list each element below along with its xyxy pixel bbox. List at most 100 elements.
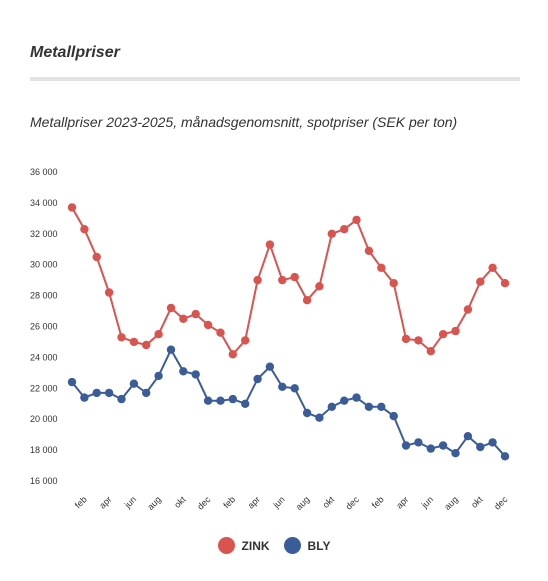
data-point-bly[interactable] — [104, 388, 114, 398]
data-point-zink[interactable] — [451, 326, 460, 336]
data-point-bly[interactable] — [500, 452, 510, 461]
data-point-zink[interactable] — [179, 314, 188, 323]
data-point-bly[interactable] — [154, 371, 163, 381]
data-point-bly[interactable] — [278, 382, 287, 391]
data-point-zink[interactable] — [203, 320, 213, 330]
x-tick-label: okt — [172, 494, 188, 510]
data-point-bly[interactable] — [476, 442, 485, 452]
legend-swatch-zink — [217, 537, 235, 554]
data-point-bly[interactable] — [340, 396, 349, 405]
data-point-bly[interactable] — [191, 370, 200, 379]
data-point-bly[interactable] — [438, 441, 448, 450]
data-point-bly[interactable] — [179, 367, 188, 376]
x-tick-label: okt — [469, 494, 485, 510]
data-point-zink[interactable] — [438, 330, 448, 339]
data-point-bly[interactable] — [92, 388, 101, 398]
data-point-bly[interactable] — [216, 396, 225, 405]
data-point-zink[interactable] — [290, 272, 299, 282]
data-point-zink[interactable] — [265, 240, 275, 249]
y-tick-label: 36 000 — [30, 167, 58, 177]
data-point-bly[interactable] — [302, 408, 312, 418]
data-point-bly[interactable] — [67, 377, 77, 387]
data-point-zink[interactable] — [253, 275, 262, 285]
data-point-zink[interactable] — [352, 215, 361, 225]
data-point-bly[interactable] — [352, 393, 361, 402]
data-point-bly[interactable] — [228, 394, 237, 404]
data-point-bly[interactable] — [451, 449, 460, 458]
data-point-bly[interactable] — [327, 402, 336, 411]
x-tick-label: apr — [394, 494, 410, 510]
data-point-bly[interactable] — [389, 411, 398, 421]
data-point-zink[interactable] — [500, 279, 510, 288]
data-point-zink[interactable] — [426, 347, 435, 356]
data-point-zink[interactable] — [315, 282, 324, 291]
data-point-bly[interactable] — [426, 444, 435, 453]
data-point-bly[interactable] — [129, 379, 139, 388]
data-point-bly[interactable] — [364, 402, 374, 411]
data-point-zink[interactable] — [142, 340, 151, 350]
data-point-zink[interactable] — [191, 309, 200, 319]
data-point-bly[interactable] — [265, 362, 275, 371]
data-point-zink[interactable] — [488, 263, 497, 272]
x-tick-label: aug — [145, 494, 163, 512]
data-point-zink[interactable] — [129, 337, 139, 347]
data-point-zink[interactable] — [92, 252, 101, 262]
data-point-zink[interactable] — [377, 263, 386, 272]
data-point-zink[interactable] — [414, 336, 423, 345]
data-point-bly[interactable] — [142, 388, 151, 398]
data-point-zink[interactable] — [166, 303, 176, 313]
data-point-bly[interactable] — [401, 441, 411, 450]
data-point-zink[interactable] — [104, 288, 114, 297]
x-tick-label: jun — [122, 494, 138, 510]
y-tick-label: 30 000 — [30, 260, 58, 270]
y-tick-label: 32 000 — [30, 229, 58, 239]
data-point-zink[interactable] — [340, 225, 349, 234]
data-point-bly[interactable] — [414, 438, 423, 447]
data-point-zink[interactable] — [389, 279, 398, 288]
line-chart: 16 000 18 000 20 000 22 000 24 000 26 000 28 0… — [30, 167, 510, 512]
data-point-zink[interactable] — [80, 225, 89, 234]
y-tick-label: 24 000 — [30, 352, 58, 362]
data-point-bly[interactable] — [80, 393, 89, 402]
data-point-bly[interactable] — [203, 396, 213, 405]
data-point-bly[interactable] — [488, 438, 497, 447]
data-point-bly[interactable] — [377, 402, 386, 411]
data-point-bly[interactable] — [315, 413, 324, 422]
data-point-zink[interactable] — [364, 246, 374, 255]
section-divider — [30, 77, 520, 81]
data-point-bly[interactable] — [117, 394, 126, 404]
data-point-zink[interactable] — [463, 305, 473, 314]
data-point-bly[interactable] — [253, 374, 262, 384]
data-point-zink[interactable] — [241, 336, 250, 345]
y-tick-label: 34 000 — [30, 198, 58, 208]
series-points — [67, 203, 510, 461]
legend: ZINK BLY — [0, 537, 548, 554]
data-point-bly[interactable] — [166, 345, 176, 354]
y-tick-label: 16 000 — [30, 476, 58, 486]
x-tick-label: okt — [321, 494, 337, 510]
data-point-zink[interactable] — [302, 296, 312, 305]
section-title: Metallpriser — [30, 44, 120, 61]
y-tick-label: 22 000 — [30, 383, 58, 393]
x-tick-label: dec — [344, 494, 362, 512]
data-point-bly[interactable] — [241, 399, 250, 408]
legend-item-bly[interactable]: BLY — [283, 537, 331, 554]
data-point-zink[interactable] — [228, 350, 237, 359]
data-point-zink[interactable] — [154, 330, 163, 339]
legend-label-bly: BLY — [307, 538, 331, 553]
data-point-zink[interactable] — [327, 229, 336, 238]
legend-item-zink[interactable]: ZINK — [217, 537, 270, 554]
data-point-zink[interactable] — [67, 203, 77, 212]
data-point-bly[interactable] — [463, 432, 473, 441]
x-tick-label: feb — [221, 494, 237, 510]
x-tick-label: dec — [195, 494, 213, 512]
data-point-zink[interactable] — [278, 275, 287, 285]
x-tick-label: jun — [270, 494, 286, 510]
data-point-zink[interactable] — [476, 277, 485, 286]
x-axis-labels: feb apr jun aug okt dec feb apr jun aug okt dec feb a… — [73, 494, 510, 512]
data-point-zink[interactable] — [216, 328, 225, 337]
data-point-bly[interactable] — [290, 384, 299, 393]
data-point-zink[interactable] — [401, 334, 411, 344]
x-tick-label: aug — [442, 494, 460, 512]
data-point-zink[interactable] — [117, 333, 126, 342]
